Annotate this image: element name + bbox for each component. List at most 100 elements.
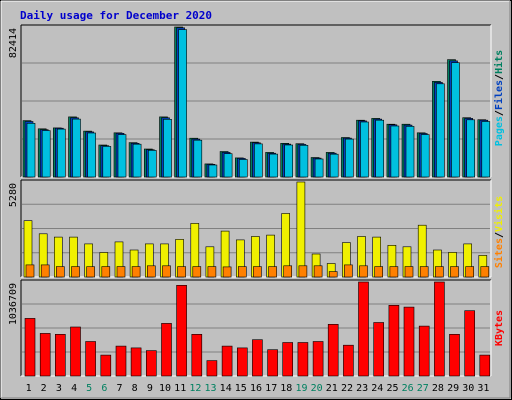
x-tick-label-day-29: 29: [447, 383, 459, 394]
bar-kbytes-day-9: [146, 350, 157, 377]
bar-kbytes-day-25: [388, 304, 400, 377]
bar-kbytes-day-3: [54, 333, 66, 377]
x-tick-label-day-20: 20: [311, 383, 323, 394]
bar-pages-day-26: [405, 126, 415, 178]
x-tick-label-day-17: 17: [265, 383, 277, 394]
bar-sites-day-12: [192, 266, 202, 278]
x-tick-label-day-6: 6: [101, 383, 107, 394]
bar-kbytes-day-30: [464, 310, 476, 377]
bar-kbytes-day-20: [312, 341, 324, 377]
bar-pages-day-12: [193, 139, 203, 178]
bar-kbytes-day-6: [100, 354, 112, 377]
bar-kbytes-day-28: [434, 281, 445, 377]
x-tick-label-day-15: 15: [235, 383, 247, 394]
x-tick-label-day-18: 18: [280, 383, 292, 394]
bar-pages-day-2: [41, 130, 51, 178]
side-label-hits-files-pages-hits: Hits: [493, 50, 505, 74]
bar-sites-day-28: [435, 266, 444, 278]
bar-sites-day-22: [344, 264, 353, 278]
x-tick-label-day-16: 16: [250, 383, 262, 394]
bar-pages-day-1: [26, 123, 36, 178]
bar-kbytes-day-26: [403, 306, 415, 377]
x-tick-label-day-25: 25: [386, 383, 398, 394]
x-tick-label-day-10: 10: [159, 383, 171, 394]
bar-sites-day-15: [238, 266, 247, 278]
bar-sites-day-20: [313, 265, 323, 278]
x-tick-label-day-1: 1: [26, 383, 32, 394]
bar-pages-day-29: [451, 62, 460, 178]
bar-kbytes-day-1: [24, 318, 36, 377]
bar-sites-day-23: [359, 265, 368, 278]
bar-pages-day-20: [314, 158, 324, 178]
bar-sites-day-17: [268, 266, 277, 278]
bar-kbytes-day-10: [161, 323, 172, 377]
side-label-kbytes-kbytes: KBytes: [494, 310, 505, 346]
bar-sites-day-30: [465, 266, 475, 278]
bar-kbytes-day-19: [297, 342, 309, 377]
bar-pages-day-21: [329, 153, 339, 178]
side-label-visits-sites-sites: Sites: [493, 238, 505, 268]
x-tick-label-day-27: 27: [417, 383, 429, 394]
x-tick-label-day-22: 22: [341, 383, 353, 394]
bar-sites-day-14: [222, 266, 232, 278]
side-label-hits-files-pages-separator: /: [494, 110, 505, 116]
side-label-hits-files-pages-files: Files: [493, 80, 505, 110]
bar-pages-day-3: [56, 128, 66, 178]
bar-kbytes-day-13: [206, 360, 218, 377]
side-label-hits-files-pages-pages: Pages: [494, 116, 505, 146]
bar-kbytes-day-7: [115, 345, 127, 377]
bar-sites-day-19: [298, 265, 308, 278]
bar-sites-day-5: [86, 266, 95, 278]
bar-sites-day-8: [131, 266, 141, 278]
bar-sites-day-31: [480, 266, 490, 278]
bar-kbytes-day-23: [358, 281, 369, 377]
bar-pages-day-6: [102, 146, 112, 178]
bar-kbytes-day-5: [85, 341, 96, 377]
bar-sites-day-25: [389, 266, 399, 278]
bar-pages-day-19: [299, 145, 309, 178]
bar-kbytes-day-11: [176, 284, 187, 377]
bar-sites-day-26: [404, 266, 414, 278]
bar-kbytes-day-2: [39, 333, 51, 377]
x-tick-label-day-14: 14: [220, 383, 232, 394]
visits-sites-ymax-label: 5280: [8, 183, 19, 207]
hits-files-pages-ymax-label: 82414: [8, 28, 19, 58]
bar-pages-day-18: [284, 144, 294, 178]
x-tick-label-day-8: 8: [132, 383, 138, 394]
x-tick-label-day-23: 23: [356, 383, 368, 394]
bar-pages-day-27: [420, 134, 430, 178]
x-tick-label-day-9: 9: [147, 383, 153, 394]
x-tick-label-day-2: 2: [41, 383, 47, 394]
bar-pages-day-25: [390, 125, 400, 178]
bar-pages-day-16: [254, 143, 263, 178]
side-label-visits-sites: Sites/Visits: [493, 196, 505, 268]
x-tick-label-day-31: 31: [477, 383, 489, 394]
bar-kbytes-day-15: [237, 347, 248, 377]
bar-sites-day-21: [328, 271, 338, 278]
chart-title: Daily usage for December 2020: [20, 9, 212, 22]
bar-kbytes-day-17: [267, 349, 278, 377]
x-tick-label-day-7: 7: [116, 383, 122, 394]
bar-pages-day-24: [375, 119, 385, 178]
bar-kbytes-day-22: [343, 344, 354, 377]
bar-sites-day-3: [55, 266, 65, 278]
bar-kbytes-day-31: [479, 354, 491, 377]
bar-sites-day-1: [25, 264, 35, 278]
side-label-hits-files-pages: Pages/Files/Hits: [493, 50, 505, 146]
x-tick-label-day-30: 30: [462, 383, 474, 394]
bar-pages-day-5: [87, 132, 96, 178]
x-tick-label-day-24: 24: [371, 383, 383, 394]
bar-sites-day-2: [40, 264, 50, 278]
bar-sites-day-27: [419, 266, 429, 278]
bar-sites-day-10: [162, 265, 171, 278]
bar-kbytes-day-27: [418, 325, 430, 377]
x-tick-label-day-11: 11: [174, 383, 186, 394]
bar-kbytes-day-12: [191, 333, 203, 377]
bar-kbytes-day-18: [282, 342, 294, 377]
x-tick-label-day-12: 12: [189, 383, 201, 394]
bar-sites-day-9: [147, 265, 156, 278]
bar-sites-day-7: [116, 266, 126, 278]
bar-pages-day-9: [148, 150, 157, 178]
x-tick-label-day-26: 26: [402, 383, 414, 394]
